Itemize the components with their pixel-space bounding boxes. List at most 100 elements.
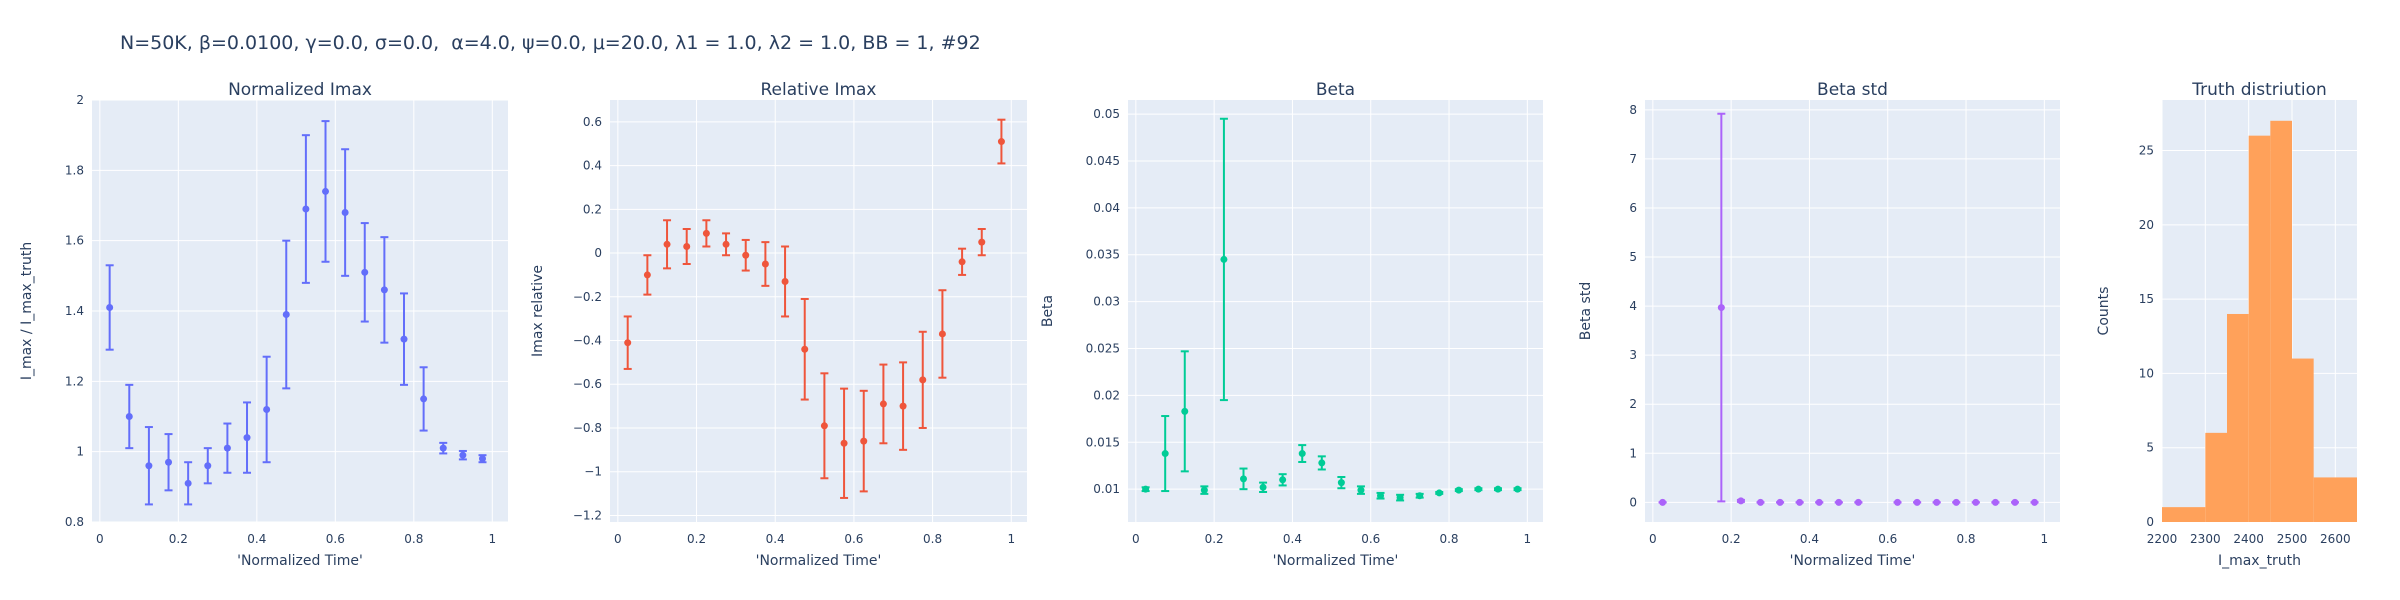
- data-point: [1357, 486, 1365, 494]
- y-axis-title: Beta: [1040, 295, 1056, 327]
- y-tick-label: 20: [2139, 218, 2154, 232]
- y-tick-label: −0.2: [573, 290, 602, 304]
- x-tick-label: 1: [488, 532, 496, 546]
- data-point: [1259, 483, 1267, 491]
- x-tick-label: 0.8: [1439, 532, 1458, 546]
- x-tick-label: 0.6: [326, 532, 345, 546]
- x-tick-label: 0.4: [766, 532, 785, 546]
- data-point: [1298, 450, 1306, 458]
- x-tick-label: 0.8: [1956, 532, 1975, 546]
- histogram-bar: [2205, 432, 2227, 522]
- y-tick-label: 1.6: [65, 234, 84, 248]
- data-point: [165, 458, 173, 466]
- data-point: [938, 330, 946, 338]
- data-point: [302, 205, 310, 213]
- x-tick-label: 2600: [2320, 532, 2351, 546]
- data-point: [1972, 498, 1980, 506]
- y-tick-label: −1: [584, 465, 602, 479]
- data-point: [1474, 485, 1482, 493]
- data-point: [1835, 498, 1843, 506]
- subplot-title-normalized-imax: Normalized Imax: [228, 80, 372, 100]
- y-tick-label: 0.02: [1093, 388, 1120, 402]
- x-tick-label: 0: [614, 532, 622, 546]
- panel-beta: 0 0.2 0.4 0.6 0.8 1 0.01 0.015 0.02 0.025 0.03 0.03…: [1040, 80, 1543, 569]
- y-tick-label: 8: [1629, 103, 1637, 117]
- y-tick-label: 0.045: [1086, 154, 1120, 168]
- data-point: [361, 268, 369, 276]
- data-point: [1815, 498, 1823, 506]
- x-tick-label: 2500: [2277, 532, 2308, 546]
- y-tick-label: 2: [76, 93, 84, 107]
- histogram-bar: [2248, 135, 2271, 522]
- data-point: [624, 339, 632, 347]
- y-tick-label: 0.01: [1093, 482, 1120, 496]
- data-point: [1514, 485, 1522, 493]
- x-tick-label: 2400: [2233, 532, 2264, 546]
- data-point: [919, 376, 927, 384]
- data-point: [899, 402, 907, 410]
- y-tick-label: 7: [1629, 152, 1637, 166]
- x-tick-label: 0.6: [1878, 532, 1897, 546]
- data-point: [478, 455, 486, 463]
- x-tick-label: 0.2: [1722, 532, 1741, 546]
- data-point: [1494, 485, 1502, 493]
- data-point: [223, 444, 231, 452]
- y-tick-label: 0: [2146, 515, 2154, 529]
- data-point: [380, 286, 388, 294]
- x-tick-label: 0: [1132, 532, 1140, 546]
- y-tick-label: 0.05: [1093, 107, 1120, 121]
- data-point: [106, 303, 114, 311]
- data-point: [204, 462, 212, 470]
- x-tick-label: 1: [1524, 532, 1532, 546]
- panel-truth-distribution: 2200 2300 2400 2500 2600 0 5 10 15 20 25 Truth dist…: [2096, 80, 2357, 569]
- y-tick-label: 0.04: [1093, 201, 1120, 215]
- y-tick-label: 3: [1629, 348, 1637, 362]
- data-point: [1913, 498, 1921, 506]
- y-tick-label: 0.035: [1086, 248, 1120, 262]
- data-point: [1952, 498, 1960, 506]
- x-tick-label: 0: [1649, 532, 1657, 546]
- data-point: [860, 437, 868, 445]
- y-axis-title: I_max / I_max_truth: [19, 242, 35, 380]
- histogram-bar: [2270, 120, 2292, 522]
- data-point: [439, 444, 447, 452]
- data-point: [1220, 255, 1228, 263]
- x-axis-title: 'Normalized Time': [1273, 553, 1399, 569]
- subplot-title-beta-std: Beta std: [1817, 80, 1888, 100]
- data-point: [742, 251, 750, 259]
- data-point: [1200, 486, 1208, 494]
- data-point: [1717, 304, 1725, 312]
- x-tick-label: 0.8: [404, 532, 423, 546]
- data-point: [1455, 486, 1463, 494]
- data-point: [1776, 498, 1784, 506]
- data-point: [1396, 494, 1404, 502]
- x-tick-label: 0.8: [923, 532, 942, 546]
- data-point: [459, 451, 467, 459]
- data-point: [1279, 476, 1287, 484]
- x-tick-label: 0.4: [1283, 532, 1302, 546]
- data-point: [263, 405, 271, 413]
- data-point: [1991, 498, 1999, 506]
- plot-area: [610, 100, 1027, 522]
- plot-area: [1128, 100, 1543, 522]
- panel-beta-std: 0 0.2 0.4 0.6 0.8 1 0 1 2 3 4 5 6 7 8 Beta std 'Normaliz…: [1578, 80, 2060, 569]
- histogram-bar: [2292, 358, 2314, 522]
- subplot-title-beta: Beta: [1316, 80, 1355, 100]
- x-tick-label: 0.6: [844, 532, 863, 546]
- data-point: [1161, 450, 1169, 458]
- histogram-bar: [2313, 477, 2357, 522]
- data-point: [663, 240, 671, 248]
- data-point: [1659, 498, 1667, 506]
- x-axis-title: 'Normalized Time': [756, 553, 882, 569]
- data-point: [1737, 497, 1745, 505]
- data-point: [2031, 498, 2039, 506]
- y-axis-title: Imax relative: [530, 265, 546, 357]
- data-point: [1854, 498, 1862, 506]
- x-tick-label: 0.2: [169, 532, 188, 546]
- data-point: [400, 335, 408, 343]
- x-axis-title: 'Normalized Time': [1790, 553, 1916, 569]
- y-tick-label: 0.4: [583, 159, 602, 173]
- data-point: [1756, 498, 1764, 506]
- data-point: [781, 277, 789, 285]
